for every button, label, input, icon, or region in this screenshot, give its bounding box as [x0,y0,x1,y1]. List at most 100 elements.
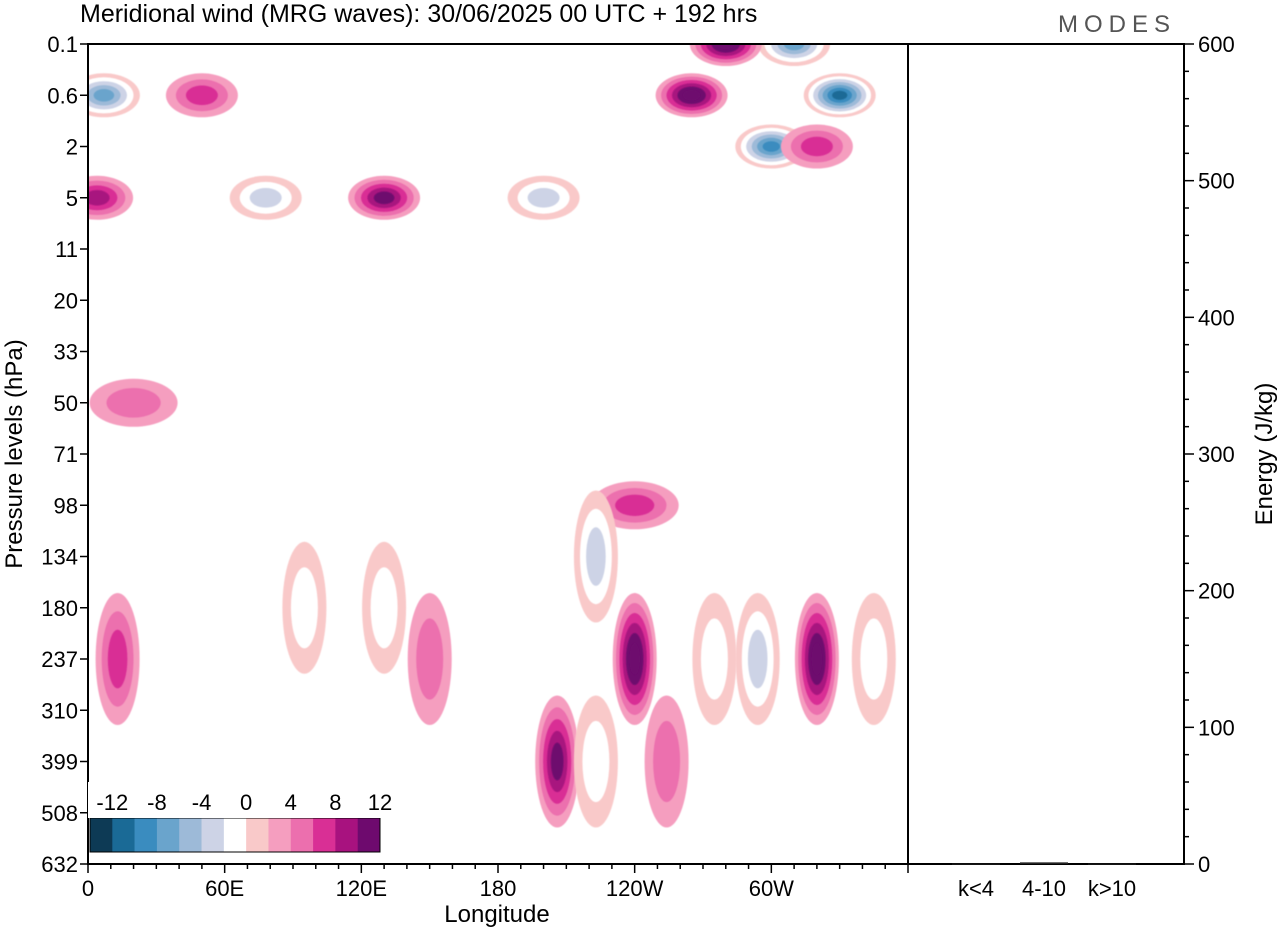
x-tick-label: 120E [336,876,387,901]
contour-band [106,388,161,418]
colorbar-swatch [179,818,202,852]
energy-tick-label: 600 [1198,32,1235,57]
energy-tick-label: 300 [1198,442,1235,467]
contour-feature [229,175,302,220]
energy-bar-label: k>10 [1088,876,1136,901]
y-tick-label: 399 [41,750,78,775]
contour-feature [735,593,780,725]
pressure-axis: 0.1 0.6 2 5 11 20 33 50 71 98 134 180 237 310 399 508 63… [41,32,88,877]
colorbar-swatch [313,818,336,852]
x-tick-label: 180 [480,876,517,901]
contour-feature [689,44,762,66]
contour-band [527,188,560,208]
x-tick-label: 60E [205,876,244,901]
contour-feature [644,695,689,828]
contour-feature [407,593,452,725]
colorbar-label: 8 [329,790,341,815]
colorbar-label-bg [88,782,382,818]
contour-band [629,643,640,675]
contour-feature [803,73,876,118]
contour-band [93,89,115,102]
contour-feature [794,593,839,725]
y-tick-label: 0.1 [47,32,78,57]
contour-feature [165,73,238,118]
contour-band [682,90,701,101]
y-tick-label: 180 [41,596,78,621]
y-tick-label: 50 [54,391,78,416]
contour-band [249,188,282,208]
energy-tick-label: 100 [1198,715,1235,740]
contour-feature [88,175,134,220]
contour-band [832,90,848,100]
contour-feature [780,124,853,169]
colorbar-label: 4 [285,790,297,815]
longitude-axis: 0 60E 120E 180 120W 60W [82,864,909,901]
x-axis-label: Longitude [444,901,549,928]
y-tick-label: 237 [41,647,78,672]
colorbar-swatch [290,818,314,852]
y-tick-label: 0.6 [47,83,78,108]
contour-feature [95,593,140,725]
colorbar-swatch [223,818,247,852]
contour-band [416,618,444,700]
energy-bar [1088,863,1136,865]
y-tick-label: 134 [41,545,78,570]
contour-feature [362,541,407,674]
plot-frame [87,43,909,865]
contour-band [550,742,564,781]
colorbar-swatch [90,818,113,852]
colorbar-swatch [134,818,158,852]
energy-axis: 0 100 200 300 400 500 600 [1184,32,1235,877]
energy-bar [1020,862,1068,864]
contour-band [107,629,128,689]
colorbar-label: -4 [192,790,212,815]
x-tick-label: 0 [82,876,94,901]
y-tick-label: 98 [54,493,78,518]
contour-field [88,44,896,828]
modes-logo: MODES [1058,11,1176,38]
contour-feature [758,44,831,66]
contour-band [811,643,823,675]
colorbar-swatch [201,818,225,852]
contour-feature [851,593,896,725]
colorbar: -12 -8 -4 0 4 8 12 [88,782,392,853]
y-tick-label: 33 [54,340,78,365]
contour-feature [655,73,728,118]
contour-band [615,494,655,516]
contour-feature [535,695,580,828]
y-tick-label: 5 [66,186,78,211]
contour-band [762,141,780,152]
contour-band [290,567,318,649]
contour-band [370,567,398,649]
colorbar-swatch [246,818,269,852]
contour-band [800,136,833,157]
x-tick-label: 120W [606,876,664,901]
contour-band [747,629,768,689]
contour-band [88,190,110,206]
x-tick-label: 60W [749,876,794,901]
colorbar-swatch [335,818,358,852]
colorbar-label: -12 [96,790,128,815]
contour-feature [89,378,178,427]
chart-title: Meridional wind (MRG waves): 30/06/2025 … [80,0,757,28]
energy-tick-label: 400 [1198,305,1235,330]
colorbar-label: 0 [240,790,252,815]
contour-feature [573,490,618,623]
contour-feature [348,175,421,220]
colorbar-label: 12 [368,790,392,815]
contour-band [700,618,728,700]
energy-tick-label: 200 [1198,579,1235,604]
energy-bar-label: 4-10 [1022,876,1066,901]
colorbar-swatch [112,818,135,852]
energy-bar [952,863,1000,865]
energy-bar-label: k<4 [958,876,994,901]
contour-band [582,720,610,803]
contour-band [653,720,681,803]
colorbar-swatch [268,818,292,852]
y-tick-label: 11 [55,237,78,262]
energy-tick-label: 0 [1198,852,1210,877]
y-tick-label: 508 [41,801,78,826]
contour-band [860,618,888,700]
contour-band [717,44,735,50]
